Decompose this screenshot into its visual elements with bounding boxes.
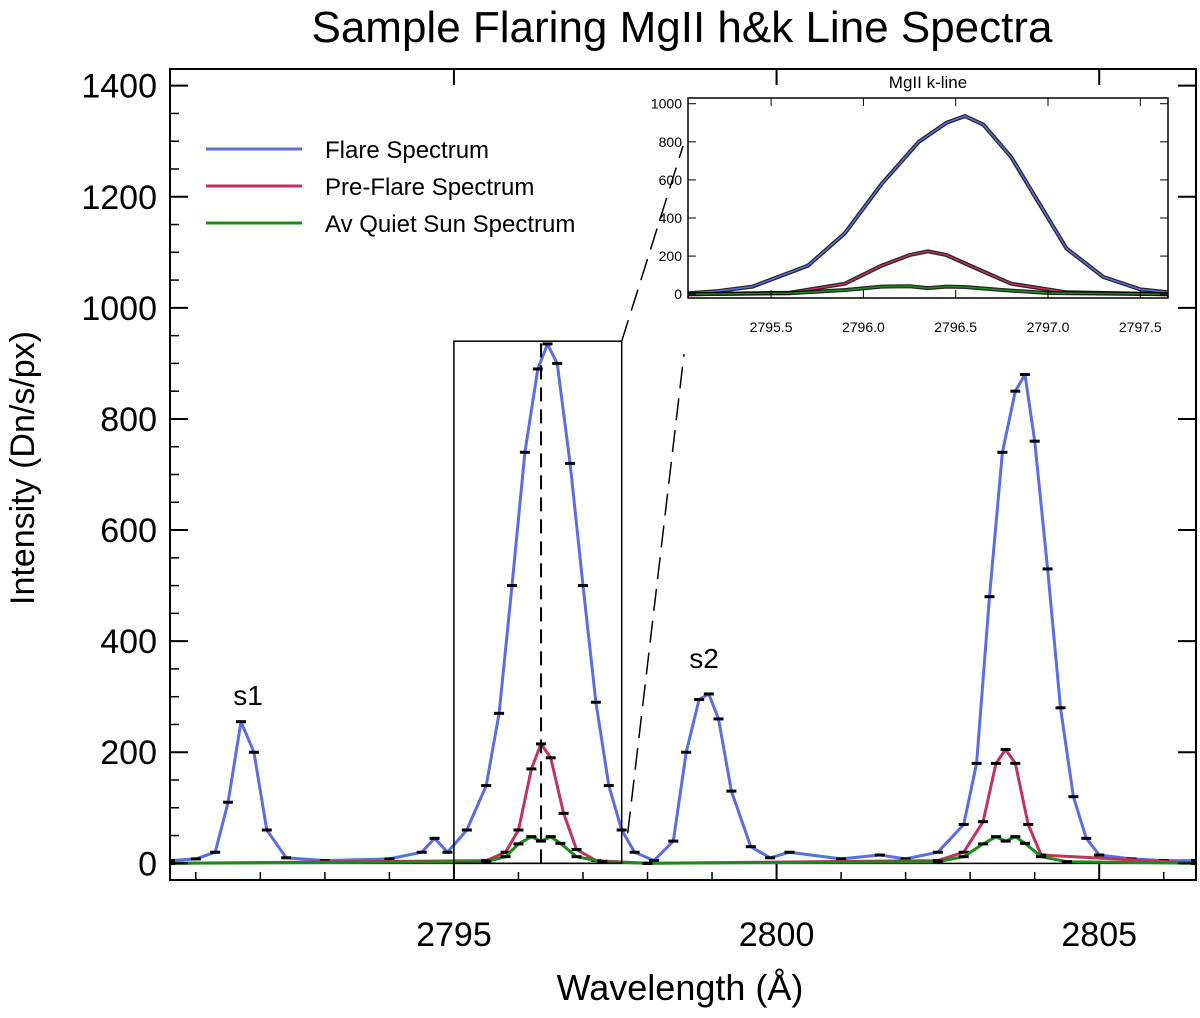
y-tick-label: 600 [100, 512, 157, 550]
inset-y-tick-label: 200 [659, 248, 683, 264]
inset-y-tick-label: 0 [674, 286, 682, 302]
x-tick-label: 2795 [416, 916, 492, 954]
annotation-s1: s1 [233, 680, 263, 711]
inset-series-line-1 [688, 250, 1168, 295]
x-axis-label: Wavelength (Å) [557, 967, 804, 1008]
zoom-connector-upper [620, 145, 684, 342]
annotation-s2: s2 [689, 643, 719, 674]
inset-series-group [688, 114, 1168, 297]
y-axis-label: Intensity (Dn/s/px) [4, 331, 42, 605]
inset-series-line-0 [688, 115, 1168, 294]
legend: Flare Spectrum Pre-Flare Spectrum Av Qui… [206, 137, 575, 238]
inset-x-tick-label: 2797.5 [1119, 319, 1162, 335]
y-tick-label: 0 [138, 845, 157, 883]
inset-series-line-2 [688, 285, 1168, 295]
series-line-0 [170, 342, 1196, 863]
legend-label-quiet-sun: Av Quiet Sun Spectrum [325, 211, 575, 238]
chart-title: Sample Flaring MgII h&k Line Spectra [311, 3, 1053, 52]
inset-x-tick-label: 2796.5 [934, 319, 977, 335]
inset-plot: 2795.5 2796.0 2796.5 2797.0 2797.5 0 200 400 600… [651, 96, 1169, 335]
main-plot: 2795 2800 2805 0 200 400 600 800 1000 1200 1400 [81, 68, 1197, 954]
inset-y-tick-label: 600 [659, 172, 683, 188]
y-tick-label: 400 [100, 623, 157, 661]
inset-y-tick-label: 400 [659, 210, 683, 226]
inset-x-tick-label: 2796.0 [842, 319, 885, 335]
y-tick-label: 1400 [81, 68, 157, 106]
series-line-1 [170, 742, 1196, 865]
inset-x-tick-label: 2797.0 [1027, 319, 1070, 335]
x-tick-label: 2800 [739, 916, 815, 954]
legend-label-flare: Flare Spectrum [325, 137, 489, 164]
inset-title: MgII k-line [889, 73, 967, 92]
main-series-group [170, 342, 1196, 865]
inset-frame [687, 97, 1169, 299]
x-tick-label: 2805 [1061, 916, 1137, 954]
y-tick-label: 1200 [81, 179, 157, 217]
y-tick-label: 800 [100, 401, 157, 439]
legend-label-preflare: Pre-Flare Spectrum [325, 174, 534, 201]
inset-y-tick-label: 800 [659, 134, 683, 150]
zoom-connector-lower [626, 353, 685, 834]
inset-y-tick-label: 1000 [651, 96, 682, 112]
y-tick-label: 200 [100, 734, 157, 772]
zoom-box [453, 340, 623, 865]
y-tick-label: 1000 [81, 290, 157, 328]
inset-x-tick-label: 2795.5 [750, 319, 793, 335]
